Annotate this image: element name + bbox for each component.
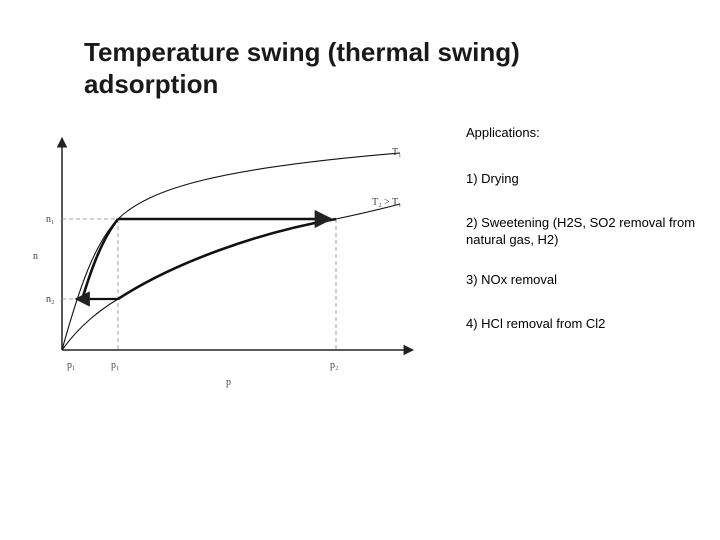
applications-list: 1) Drying 2) Sweetening (H2S, SO2 remova…	[466, 170, 706, 332]
t2-bold-segment	[117, 217, 337, 301]
y-tick-n2: n₂	[46, 294, 55, 305]
x-axis-label: p	[226, 377, 231, 388]
isotherm-t1-curve	[61, 152, 401, 351]
applications-panel: Applications: 1) Drying 2) Sweetening (H…	[466, 124, 706, 359]
t1-bold-segment	[80, 218, 120, 301]
x-tick-p1: p₁	[111, 360, 120, 371]
applications-heading: Applications:	[466, 125, 540, 140]
x-tick-p1-low: p₁	[67, 360, 76, 371]
isotherm-high-label: T₂ > T₁	[372, 197, 402, 208]
isotherm-low-label: T₁	[392, 147, 402, 158]
x-tick-p2: p₂	[330, 360, 339, 371]
list-item: 2) Sweetening (H2S, SO2 removal from nat…	[466, 215, 696, 247]
list-item: 3) NOx removal	[466, 272, 558, 287]
list-item: 1) Drying	[466, 171, 519, 186]
y-tick-n1: n₁	[46, 214, 55, 225]
y-axis-label: n	[33, 251, 38, 262]
list-item: 4) HCl removal from Cl2	[466, 316, 606, 331]
slide-title: Temperature swing (thermal swing) adsorp…	[84, 37, 520, 99]
